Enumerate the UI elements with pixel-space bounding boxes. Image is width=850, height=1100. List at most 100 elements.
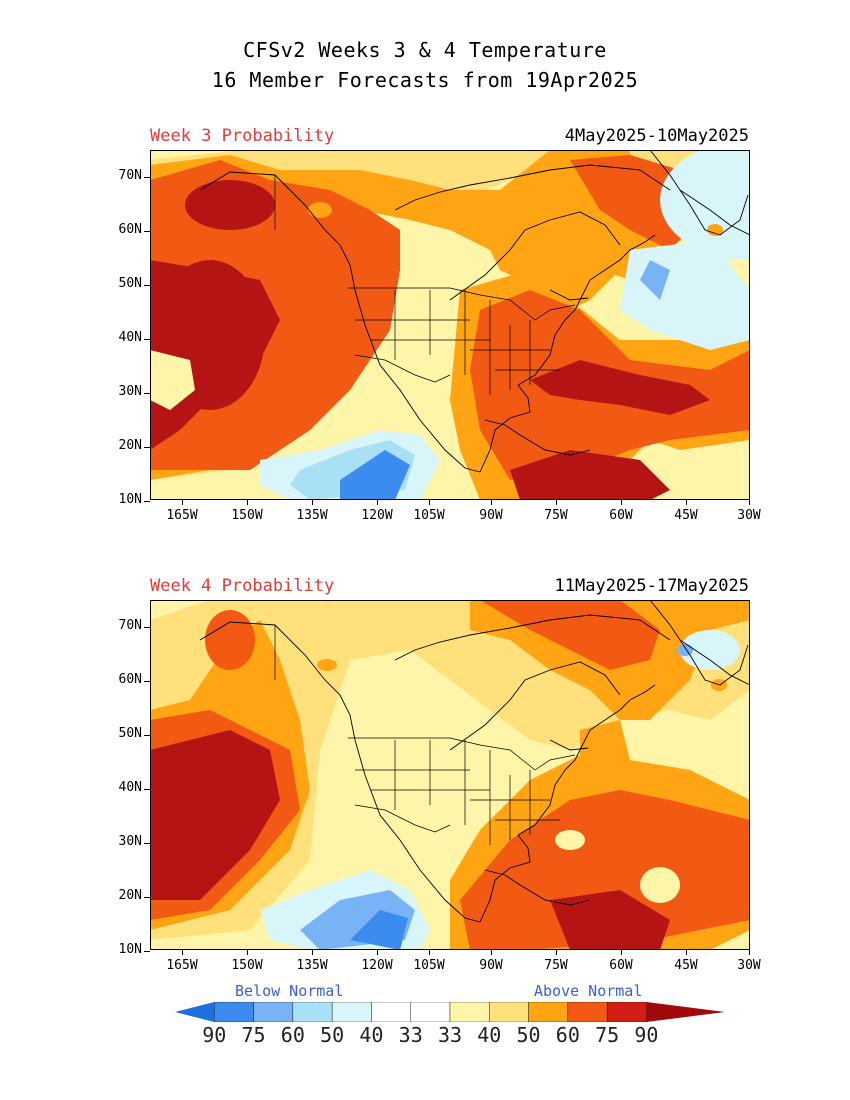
lat-tick-label: 60N (118, 672, 142, 687)
lat-tick-label: 70N (118, 168, 142, 183)
below-normal-region (660, 151, 749, 260)
below-normal-region (677, 644, 693, 656)
legend-swatch (410, 1002, 451, 1022)
coastline (394, 164, 671, 211)
panel2-dates: 11May2025-17May2025 (554, 576, 749, 596)
legend-swatch (567, 1002, 608, 1022)
legend-swatch (253, 1002, 294, 1022)
lat-tick (144, 681, 150, 682)
coastline (449, 661, 621, 751)
legend-below-normal: Below Normal (235, 982, 344, 1000)
chart-title-line2: 16 Member Forecasts from 19Apr2025 (211, 68, 639, 92)
panel1-label: Week 3 Probability (150, 126, 335, 146)
legend-swatch (489, 1002, 529, 1022)
coastline (479, 834, 531, 923)
lat-tick (144, 285, 150, 286)
lon-tick (377, 950, 378, 955)
coastline (549, 289, 589, 301)
lon-tick-label: 75W (544, 508, 568, 523)
legend-swatch (214, 1002, 254, 1022)
lat-tick-label: 10N (118, 942, 142, 957)
lat-tick (144, 843, 150, 844)
lon-tick-label: 30W (737, 958, 761, 973)
lon-tick (556, 950, 557, 955)
above-normal-region (640, 867, 680, 903)
lon-tick (312, 500, 313, 505)
lon-tick (621, 500, 622, 505)
legend-value: 75 (241, 1023, 266, 1047)
lon-tick-label: 165W (166, 958, 198, 973)
lon-tick-label: 135W (296, 508, 328, 523)
lon-tick (621, 950, 622, 955)
lat-tick (144, 627, 150, 628)
panel1-dates: 4May2025-10May2025 (564, 126, 749, 146)
state-border (449, 287, 576, 321)
lat-tick (144, 177, 150, 178)
above-normal-region (185, 180, 275, 230)
lon-tick (686, 950, 687, 955)
coastline (579, 684, 656, 751)
state-border (354, 804, 451, 833)
chart-title-line1: CFSv2 Weeks 3 & 4 Temperature (243, 38, 607, 62)
lat-tick (144, 897, 150, 898)
legend-value: 33 (398, 1023, 423, 1047)
legend-value: 90 (202, 1023, 227, 1047)
lon-tick (182, 950, 183, 955)
lon-tick-label: 150W (231, 508, 263, 523)
coastline (517, 299, 581, 386)
legend-value: 60 (555, 1023, 580, 1047)
lat-tick (144, 789, 150, 790)
lon-tick-label: 90W (479, 508, 503, 523)
lat-tick (144, 501, 150, 502)
coastline (679, 639, 749, 686)
legend-value: 40 (477, 1023, 502, 1047)
lon-tick-label: 90W (479, 958, 503, 973)
legend-swatch (371, 1002, 411, 1022)
coastline (517, 749, 581, 836)
above-normal-region (550, 890, 670, 949)
lon-tick (312, 950, 313, 955)
legend-value: 40 (359, 1023, 384, 1047)
above-normal-region (481, 601, 660, 670)
coastline (394, 614, 671, 661)
lat-tick-label: 60N (118, 222, 142, 237)
lon-tick (377, 500, 378, 505)
lat-tick-label: 20N (118, 888, 142, 903)
above-normal-region (151, 730, 280, 900)
panel2-label: Week 4 Probability (150, 576, 335, 596)
state-border (354, 354, 451, 383)
lon-tick (247, 500, 248, 505)
legend-above-normal: Above Normal (534, 982, 643, 1000)
legend-swatch (449, 1002, 490, 1022)
coastline (484, 869, 591, 906)
lon-tick (429, 500, 430, 505)
lon-tick (749, 500, 750, 505)
coastline (679, 189, 749, 236)
lat-tick (144, 393, 150, 394)
lon-tick (556, 500, 557, 505)
lat-tick-label: 50N (118, 276, 142, 291)
lon-tick (182, 500, 183, 505)
lat-tick (144, 735, 150, 736)
lon-tick-label: 165W (166, 508, 198, 523)
legend-swatch (175, 1002, 215, 1022)
legend-swatch (646, 1002, 725, 1022)
legend-value: 75 (595, 1023, 620, 1047)
lat-tick (144, 339, 150, 340)
lon-tick-label: 120W (361, 958, 393, 973)
above-normal-region (460, 790, 749, 949)
above-normal-region (707, 224, 723, 236)
lon-tick (686, 500, 687, 505)
legend-value: 50 (320, 1023, 345, 1047)
lon-tick-label: 150W (231, 958, 263, 973)
lon-tick-label: 60W (609, 508, 633, 523)
below-normal-region (640, 260, 670, 300)
lat-tick-label: 40N (118, 780, 142, 795)
lon-tick-label: 135W (296, 958, 328, 973)
below-normal-region (680, 630, 740, 670)
legend-swatch (292, 1002, 333, 1022)
lat-tick-label: 70N (118, 618, 142, 633)
lat-tick-label: 40N (118, 330, 142, 345)
state-border (449, 737, 576, 771)
legend-value: 90 (634, 1023, 659, 1047)
